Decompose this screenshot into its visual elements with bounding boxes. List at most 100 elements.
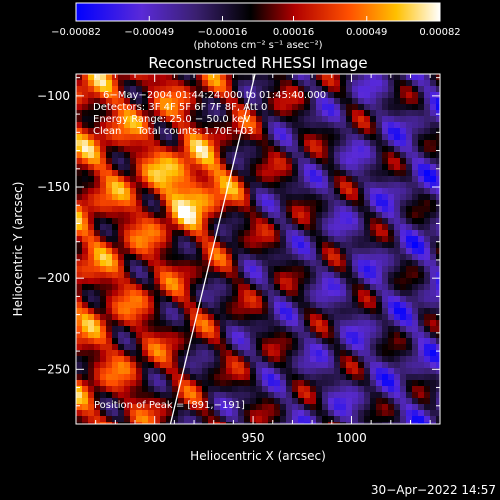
heatmap-cell: [262, 338, 269, 345]
heatmap-cell: [274, 296, 281, 303]
heatmap-cell: [268, 194, 275, 201]
heatmap-cell: [82, 236, 89, 243]
y-tick-label: −100: [37, 89, 70, 103]
heatmap-cell: [124, 218, 131, 225]
heatmap-cell: [190, 104, 197, 111]
heatmap-cell: [184, 224, 191, 231]
heatmap-cell: [376, 164, 383, 171]
heatmap-cell: [76, 218, 83, 225]
heatmap-cell: [136, 110, 143, 117]
heatmap-cell: [208, 218, 215, 225]
heatmap-cell: [358, 254, 365, 261]
heatmap-cell: [358, 416, 365, 423]
heatmap-cell: [94, 86, 101, 93]
heatmap-cell: [340, 236, 347, 243]
heatmap-cell: [418, 308, 425, 315]
heatmap-cell: [430, 74, 437, 81]
heatmap-cell: [148, 212, 155, 219]
heatmap-cell: [286, 392, 293, 399]
heatmap-cell: [196, 86, 203, 93]
heatmap-cell: [148, 188, 155, 195]
heatmap-cell: [316, 254, 323, 261]
heatmap-cell: [202, 362, 209, 369]
heatmap-cell: [322, 224, 329, 231]
heatmap-cell: [268, 134, 275, 141]
heatmap-cell: [418, 332, 425, 339]
heatmap-cell: [160, 206, 167, 213]
heatmap-cell: [82, 86, 89, 93]
heatmap-cell: [274, 284, 281, 291]
heatmap-cell: [190, 218, 197, 225]
heatmap-cell: [340, 182, 347, 189]
heatmap-cell: [274, 398, 281, 405]
heatmap-cell: [436, 146, 440, 153]
heatmap-cell: [292, 98, 299, 105]
heatmap-cell: [220, 86, 227, 93]
heatmap-cell: [154, 290, 161, 297]
heatmap-cell: [244, 128, 251, 135]
heatmap-cell: [136, 374, 143, 381]
heatmap-cell: [178, 194, 185, 201]
heatmap-cell: [106, 284, 113, 291]
heatmap-cell: [232, 230, 239, 237]
heatmap-cell: [172, 320, 179, 327]
heatmap-cell: [436, 152, 440, 159]
heatmap-cell: [124, 248, 131, 255]
heatmap-cell: [406, 164, 413, 171]
heatmap-cell: [76, 332, 83, 339]
heatmap-cell: [166, 74, 173, 81]
heatmap-cell: [250, 224, 257, 231]
heatmap-cell: [106, 392, 113, 399]
y-tick-label: −250: [37, 362, 70, 376]
heatmap-cell: [154, 332, 161, 339]
heatmap-cell: [184, 284, 191, 291]
heatmap-cell: [184, 314, 191, 321]
heatmap-cell: [178, 224, 185, 231]
heatmap-cell: [238, 248, 245, 255]
heatmap-cell: [352, 110, 359, 117]
heatmap-cell: [118, 278, 125, 285]
heatmap-cell: [304, 278, 311, 285]
heatmap-cell: [256, 368, 263, 375]
heatmap-cell: [118, 176, 125, 183]
heatmap-cell: [268, 206, 275, 213]
heatmap-cell: [304, 284, 311, 291]
heatmap-cell: [346, 416, 353, 423]
heatmap-cell: [124, 362, 131, 369]
heatmap-cell: [394, 272, 401, 279]
heatmap-cell: [178, 248, 185, 255]
heatmap-cell: [310, 284, 317, 291]
heatmap-cell: [328, 254, 335, 261]
heatmap-cell: [298, 284, 305, 291]
heatmap-cell: [262, 332, 269, 339]
heatmap-cell: [406, 374, 413, 381]
heatmap-cell: [112, 200, 119, 207]
heatmap-cell: [262, 398, 269, 405]
heatmap-cell: [220, 362, 227, 369]
heatmap-cell: [334, 314, 341, 321]
heatmap-cell: [292, 194, 299, 201]
heatmap-cell: [82, 158, 89, 165]
heatmap-cell: [268, 230, 275, 237]
heatmap-cell: [406, 92, 413, 99]
heatmap-cell: [214, 362, 221, 369]
heatmap-cell: [280, 272, 287, 279]
heatmap-cell: [346, 152, 353, 159]
heatmap-cell: [334, 272, 341, 279]
heatmap-cell: [82, 374, 89, 381]
heatmap-cell: [364, 272, 371, 279]
heatmap-cell: [388, 176, 395, 183]
heatmap-cell: [376, 74, 383, 81]
heatmap-cell: [184, 392, 191, 399]
heatmap-cell: [436, 248, 440, 255]
heatmap-cell: [298, 362, 305, 369]
heatmap-cell: [94, 182, 101, 189]
heatmap-cell: [394, 368, 401, 375]
heatmap-cell: [436, 224, 440, 231]
heatmap-cell: [280, 398, 287, 405]
heatmap-cell: [148, 290, 155, 297]
heatmap-cell: [370, 290, 377, 297]
heatmap-cell: [268, 398, 275, 405]
heatmap-cell: [328, 362, 335, 369]
heatmap-cell: [304, 122, 311, 129]
